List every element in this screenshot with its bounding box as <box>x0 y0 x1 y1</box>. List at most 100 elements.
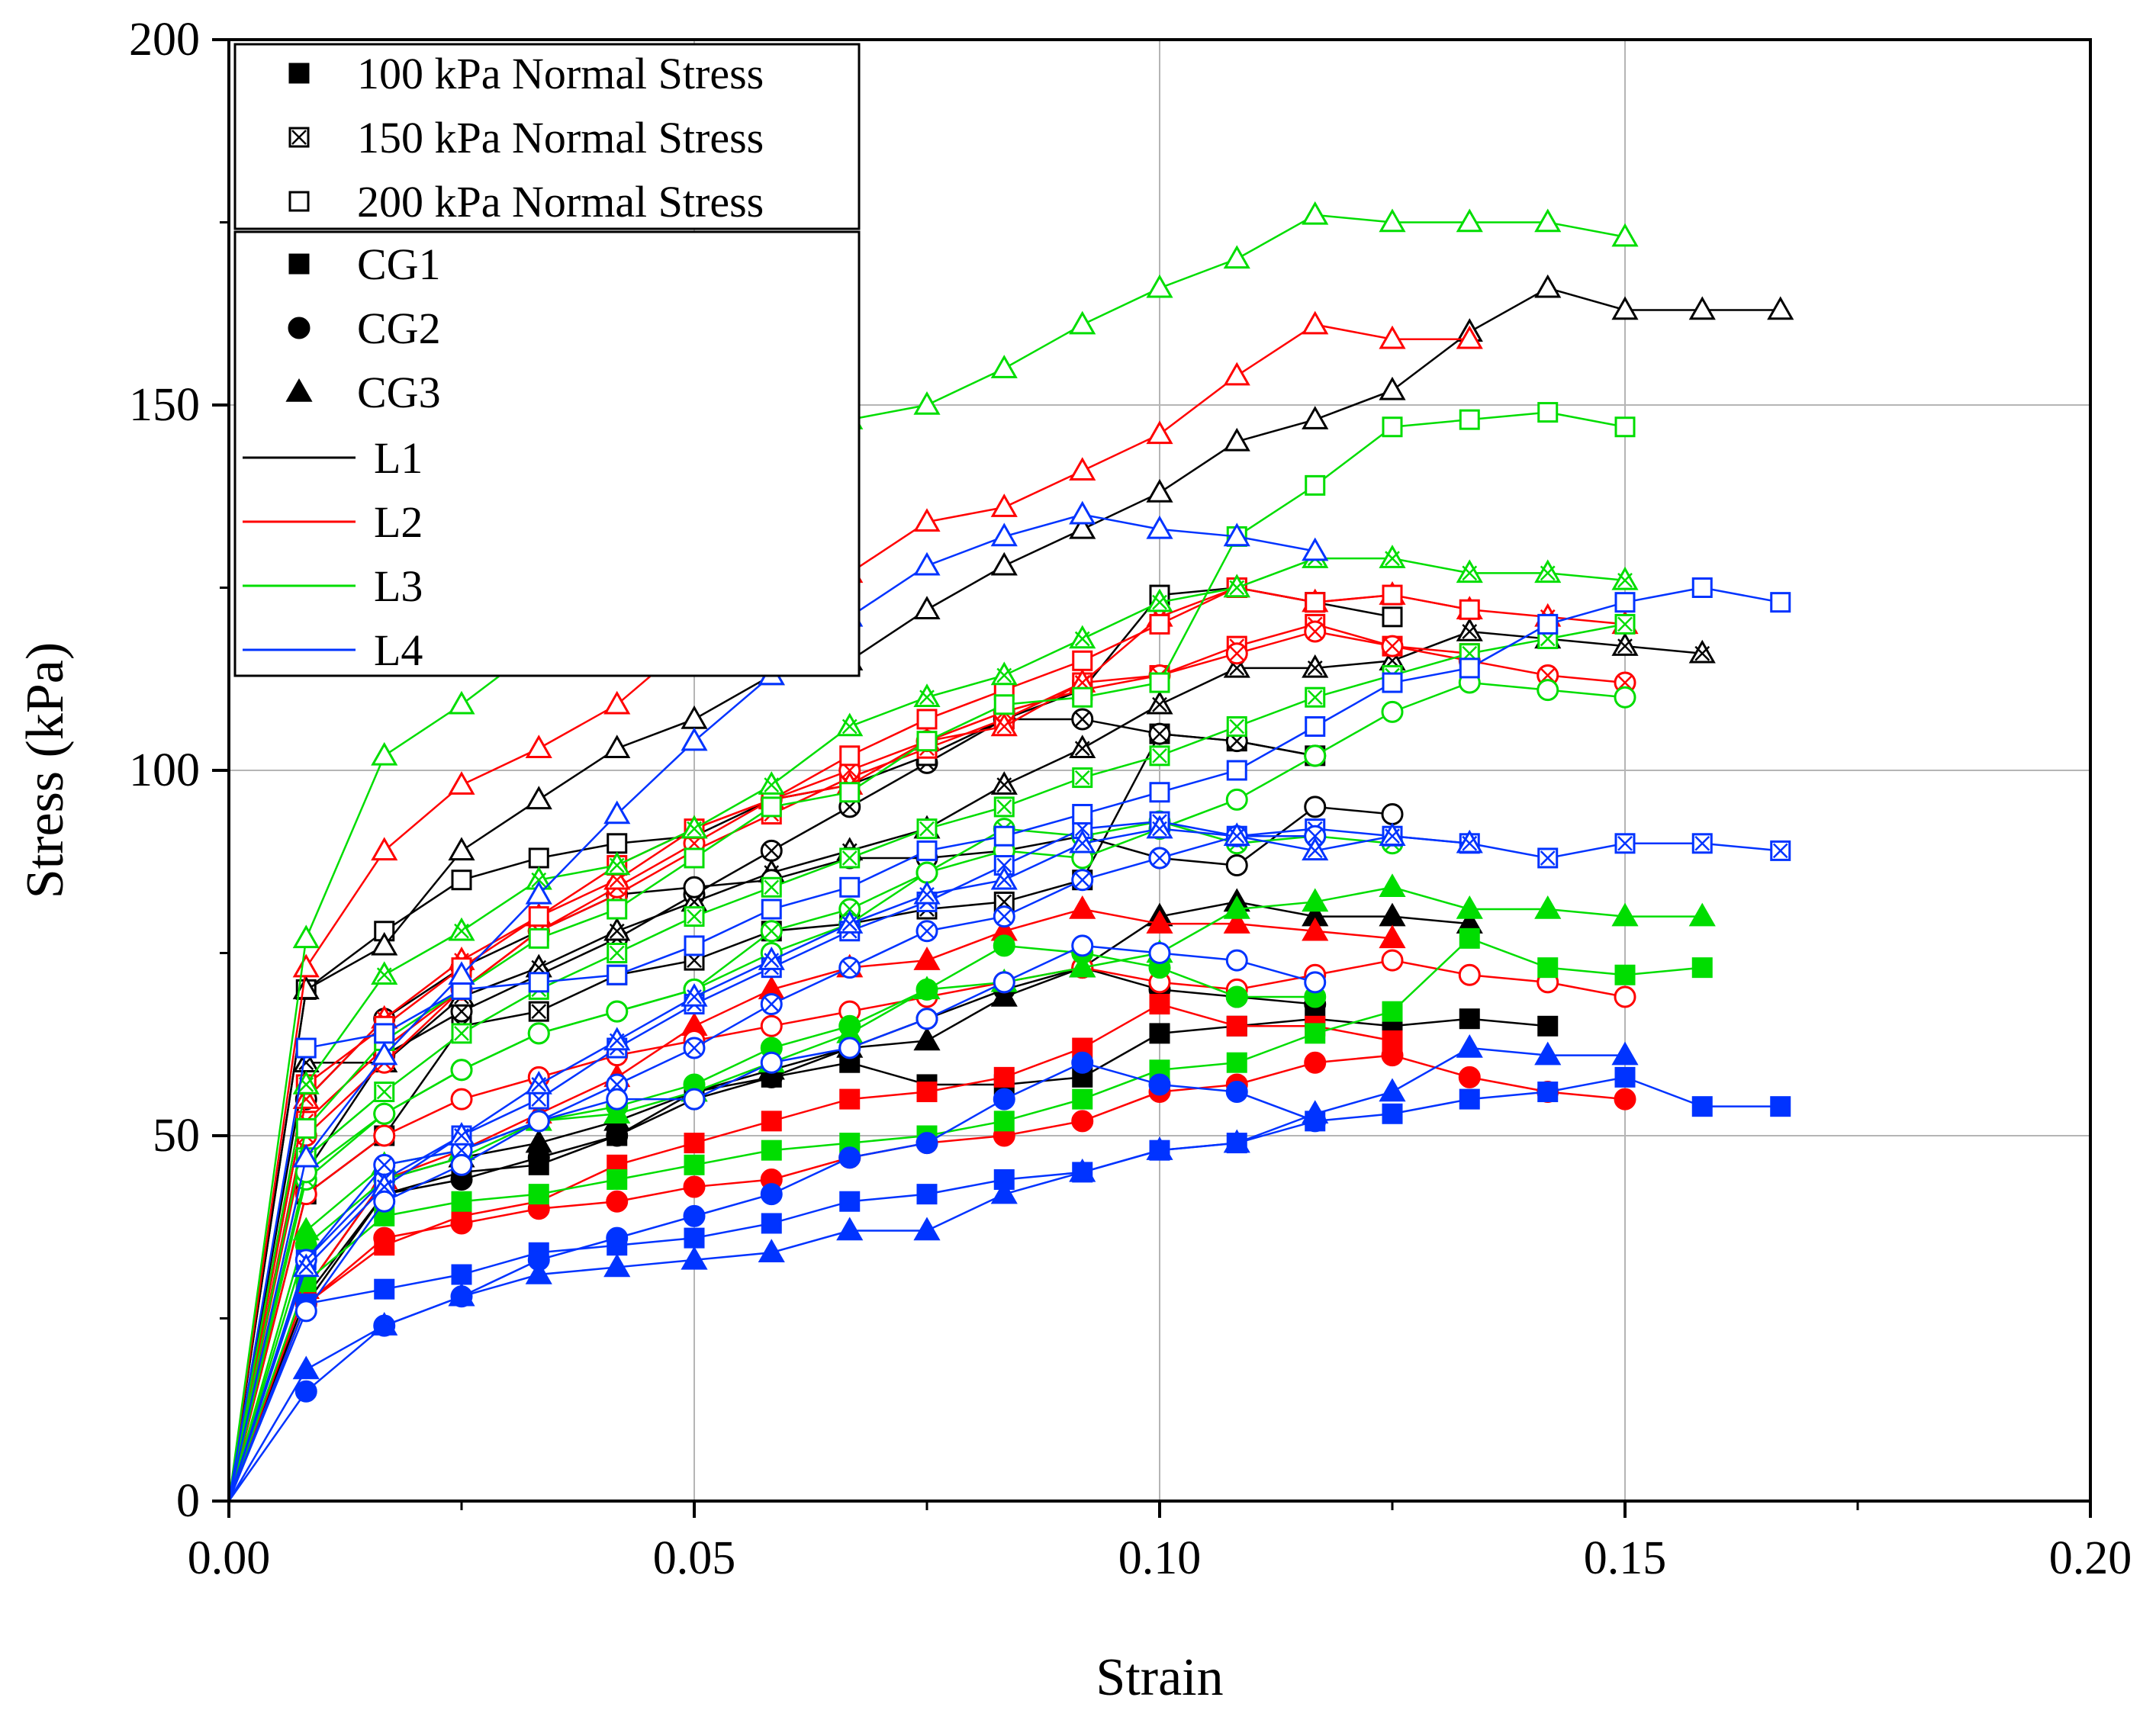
data-point <box>292 953 320 978</box>
data-point <box>1302 537 1329 561</box>
data-point <box>1302 888 1329 912</box>
data-point <box>606 1088 629 1111</box>
data-point <box>1459 927 1480 949</box>
axis-ticks: 0.00 0.05 0.10 0.15 0.20 0 50 100 150 200 <box>129 14 2132 1584</box>
data-point <box>603 1027 631 1051</box>
data-point <box>1223 574 1250 598</box>
data-point <box>1302 310 1329 335</box>
data-point <box>916 1184 938 1205</box>
data-point <box>292 1143 320 1168</box>
data-point <box>371 961 398 985</box>
data-point <box>1534 1041 1562 1066</box>
data-point <box>1304 1051 1327 1074</box>
data-point <box>1691 957 1713 979</box>
data-point <box>1382 584 1403 606</box>
data-point <box>1225 985 1248 1008</box>
data-point <box>1226 1052 1247 1073</box>
data-point <box>295 1037 317 1059</box>
marker-cross <box>1617 835 1633 851</box>
data-point <box>1302 406 1329 429</box>
marker-cross <box>764 996 780 1012</box>
data-point <box>606 1190 629 1213</box>
data-point <box>1456 325 1483 349</box>
marker-cross <box>1229 718 1245 735</box>
marker-cross <box>1617 573 1633 588</box>
data-point <box>993 1111 1015 1132</box>
data-point <box>1537 402 1559 423</box>
legend-label: 100 kPa Normal Stress <box>357 49 764 98</box>
data-point <box>1146 1136 1173 1160</box>
data-point <box>525 1260 552 1284</box>
data-point <box>1537 613 1559 635</box>
legend-label: L1 <box>374 433 423 483</box>
data-point <box>606 1226 629 1249</box>
data-point <box>1611 296 1639 320</box>
x-tick-label: 0.15 <box>1584 1532 1667 1584</box>
marker-cross <box>376 1084 392 1100</box>
data-point <box>371 1312 398 1336</box>
data-point <box>1069 457 1096 481</box>
marker-cross <box>298 1077 314 1092</box>
data-point <box>839 1088 861 1110</box>
data-point <box>603 851 631 876</box>
marker-cross <box>1462 624 1478 639</box>
legend-label: L4 <box>374 625 423 675</box>
legend-label: 150 kPa Normal Stress <box>357 113 764 162</box>
data-point <box>295 1117 317 1139</box>
data-point <box>913 1217 941 1241</box>
data-point <box>1305 474 1326 496</box>
data-point <box>913 880 941 905</box>
data-point <box>1305 716 1326 738</box>
marker-cross <box>1462 835 1478 851</box>
data-point <box>993 971 1015 994</box>
legend-marker <box>285 378 313 402</box>
legend-marker <box>288 191 310 212</box>
data-point <box>603 866 631 890</box>
data-point <box>1381 949 1404 972</box>
marker-cross <box>764 953 780 968</box>
data-point <box>1456 895 1483 919</box>
data-point <box>373 1124 396 1147</box>
data-point <box>760 1183 783 1206</box>
data-point <box>1534 895 1562 919</box>
data-point <box>1614 416 1636 438</box>
y-tick-label: 100 <box>129 744 200 796</box>
data-point <box>1691 577 1713 598</box>
data-point <box>1534 274 1562 298</box>
series-line <box>227 937 1703 1502</box>
data-point <box>374 1023 395 1044</box>
data-point <box>1614 686 1636 709</box>
marker-cross <box>1617 616 1633 632</box>
data-point <box>1148 1073 1171 1096</box>
data-point <box>993 825 1015 847</box>
marker-cross <box>764 923 780 939</box>
data-point <box>1456 559 1483 583</box>
data-point <box>1458 963 1481 986</box>
data-point <box>993 694 1015 715</box>
data-point <box>1146 274 1173 298</box>
marker-cross <box>531 1091 547 1107</box>
marker-cross <box>454 1128 469 1143</box>
data-point <box>1223 910 1250 934</box>
data-point <box>1146 420 1173 445</box>
data-point <box>993 1088 1015 1111</box>
data-point <box>1537 1082 1559 1103</box>
marker-cross <box>609 945 625 961</box>
data-point <box>838 1037 861 1059</box>
data-point <box>839 745 861 767</box>
marker-cross <box>996 872 1012 888</box>
data-point <box>913 596 941 619</box>
marker-cross <box>919 923 935 939</box>
y-tick-label: 50 <box>153 1110 200 1162</box>
data-point <box>990 982 1018 1007</box>
data-point <box>993 1066 1015 1088</box>
data-point <box>1614 592 1636 613</box>
marker-cross <box>1462 565 1478 581</box>
data-point <box>607 1168 628 1190</box>
data-point <box>761 796 782 818</box>
marker-cross <box>454 923 469 939</box>
data-point <box>603 917 631 941</box>
data-point <box>1382 672 1403 693</box>
marker-cross <box>996 908 1012 924</box>
data-point <box>1379 822 1406 846</box>
